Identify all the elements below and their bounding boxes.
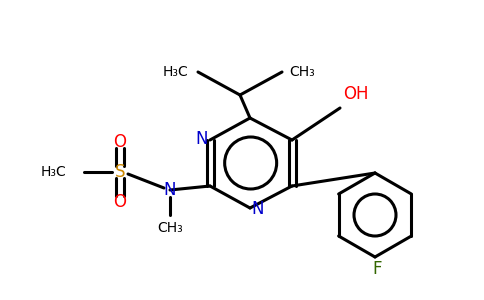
Text: S: S <box>115 163 125 181</box>
Text: N: N <box>196 130 208 148</box>
Text: N: N <box>252 200 264 218</box>
Text: O: O <box>114 133 126 151</box>
Text: CH₃: CH₃ <box>289 65 315 79</box>
Text: F: F <box>372 260 382 278</box>
Text: CH₃: CH₃ <box>157 221 183 235</box>
Text: N: N <box>164 181 176 199</box>
Text: H₃C: H₃C <box>163 65 189 79</box>
Text: OH: OH <box>343 85 369 103</box>
Text: O: O <box>114 193 126 211</box>
Text: H₃C: H₃C <box>41 165 67 179</box>
